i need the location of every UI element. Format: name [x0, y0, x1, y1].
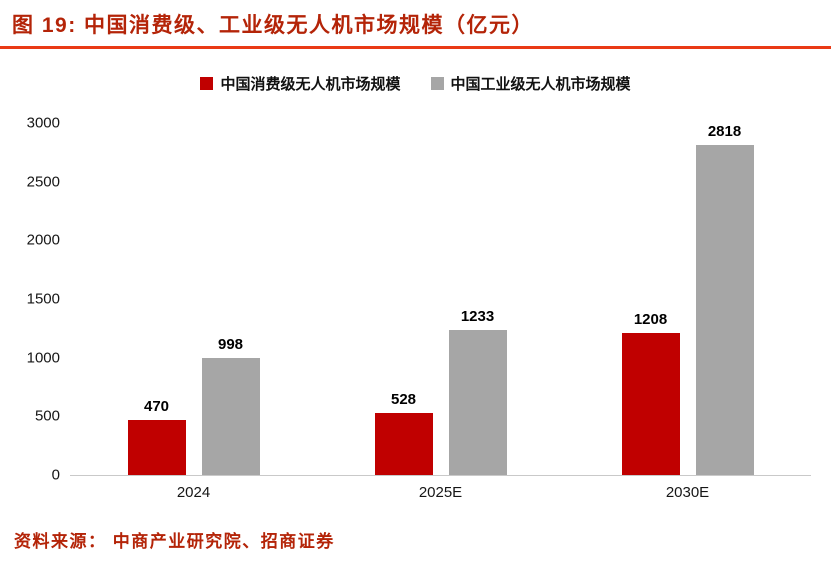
bar-consumer-2025E	[374, 413, 433, 475]
bar-industrial-2025E	[448, 330, 507, 475]
bar-consumer-2024	[127, 419, 186, 475]
y-tick-label: 1000	[26, 349, 60, 367]
y-tick-label: 3000	[26, 114, 60, 132]
legend-label: 中国工业级无人机市场规模	[450, 75, 631, 93]
bar-group-2024: 470 998	[127, 123, 260, 475]
category-label-2025E: 2025E	[418, 484, 463, 501]
chart-legend: 中国消费级无人机市场规模 中国工业级无人机市场规模	[0, 73, 831, 93]
y-tick-label: 2000	[26, 231, 60, 249]
legend-swatch-icon	[430, 76, 444, 90]
bar-column: 2818	[695, 123, 754, 475]
category-label-2024: 2024	[176, 484, 211, 501]
legend-swatch-icon	[200, 76, 214, 90]
bar-group-2030E: 1208 2818	[621, 123, 754, 475]
bar-value-label: 998	[217, 335, 244, 353]
source-note: 资料来源： 中商产业研究院、招商证券	[14, 532, 335, 551]
bar-chart: 0 500 1000 1500 2000 2500 3000 470 998 528 1233 12…	[14, 115, 811, 484]
bar-column: 528	[374, 123, 433, 475]
title-rule-divider	[0, 46, 831, 49]
figure-header: 图 19: 中国消费级、工业级无人机市场规模（亿元）	[0, 0, 831, 46]
bar-value-label: 2818	[707, 123, 742, 140]
bar-consumer-2030E	[621, 333, 680, 475]
bar-industrial-2024	[201, 357, 260, 475]
bar-industrial-2030E	[695, 145, 754, 475]
bar-group-2025E: 528 1233	[374, 123, 507, 475]
bar-value-label: 470	[143, 397, 170, 415]
category-label-2030E: 2030E	[665, 484, 710, 501]
bar-value-label: 528	[390, 391, 417, 409]
legend-item-consumer: 中国消费级无人机市场规模	[200, 73, 401, 94]
y-tick-label: 1500	[26, 290, 60, 308]
bar-column: 1233	[448, 123, 507, 475]
bar-column: 470	[127, 123, 186, 475]
y-tick-label: 2500	[26, 173, 60, 191]
y-axis: 0 500 1000 1500 2000 2500 3000	[14, 115, 70, 484]
bar-column: 998	[201, 123, 260, 475]
x-axis: 2024 2025E 2030E	[70, 484, 811, 501]
y-tick-label: 500	[34, 407, 60, 425]
bar-value-label: 1233	[460, 308, 495, 326]
bar-value-label: 1208	[633, 311, 668, 329]
legend-item-industrial: 中国工业级无人机市场规模	[430, 73, 631, 94]
plot-area: 470 998 528 1233 1208 2818	[70, 123, 811, 476]
legend-label: 中国消费级无人机市场规模	[220, 75, 401, 93]
figure-title: 图 19: 中国消费级、工业级无人机市场规模（亿元）	[12, 14, 535, 37]
bar-column: 1208	[621, 123, 680, 475]
y-tick-label: 0	[51, 466, 60, 484]
